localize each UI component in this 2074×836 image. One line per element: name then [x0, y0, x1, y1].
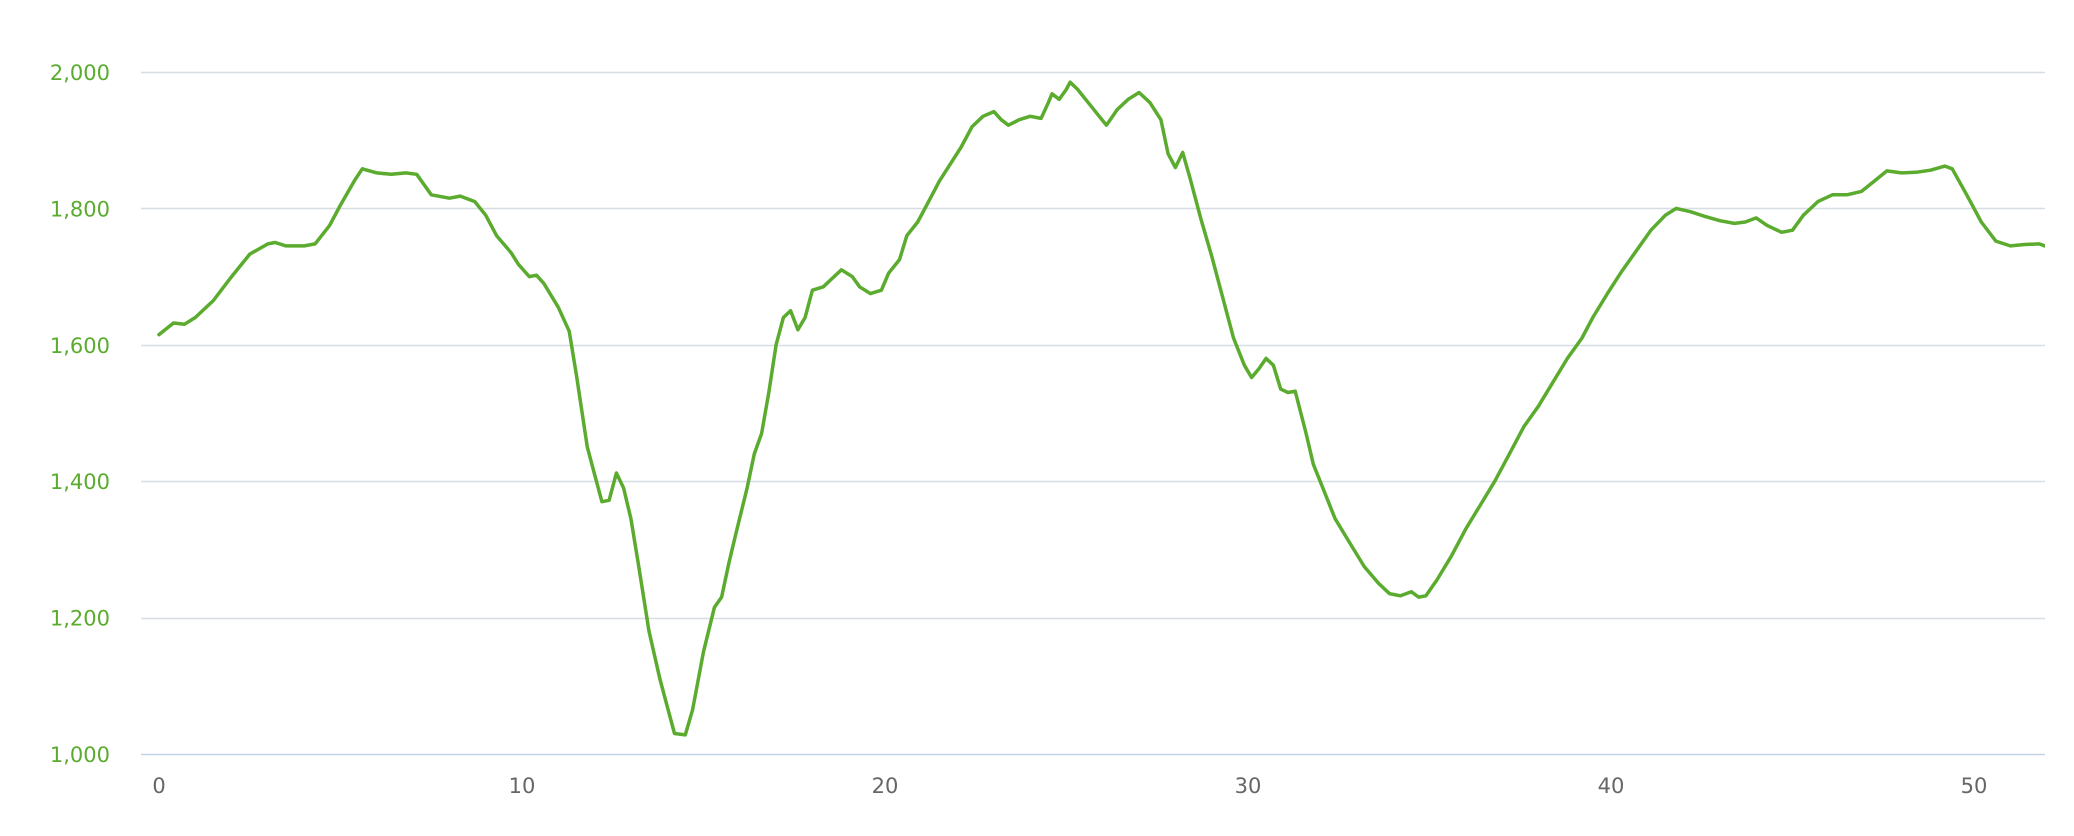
x-tick-label: 20 — [872, 774, 899, 798]
x-tick-label: 0 — [152, 774, 165, 798]
y-tick-label: 1,800 — [50, 197, 110, 221]
x-tick-label: 40 — [1598, 774, 1625, 798]
x-tick-label: 50 — [1961, 774, 1988, 798]
y-axis-tick-labels: 1,000 1,200 1,400 1,600 1,800 2,000 — [50, 61, 110, 767]
x-tick-label: 30 — [1235, 774, 1262, 798]
x-tick-label: 10 — [509, 774, 536, 798]
elevation-series-line — [157, 80, 2045, 737]
y-tick-label: 1,000 — [50, 743, 110, 767]
grid-lines — [141, 71, 2045, 620]
series-group — [157, 80, 2045, 737]
x-axis-tick-labels: 0 10 20 30 40 50 — [152, 774, 1987, 798]
y-tick-label: 1,400 — [50, 470, 110, 494]
y-tick-label: 1,200 — [50, 607, 110, 631]
y-tick-label: 1,600 — [50, 334, 110, 358]
y-tick-label: 2,000 — [50, 61, 110, 85]
